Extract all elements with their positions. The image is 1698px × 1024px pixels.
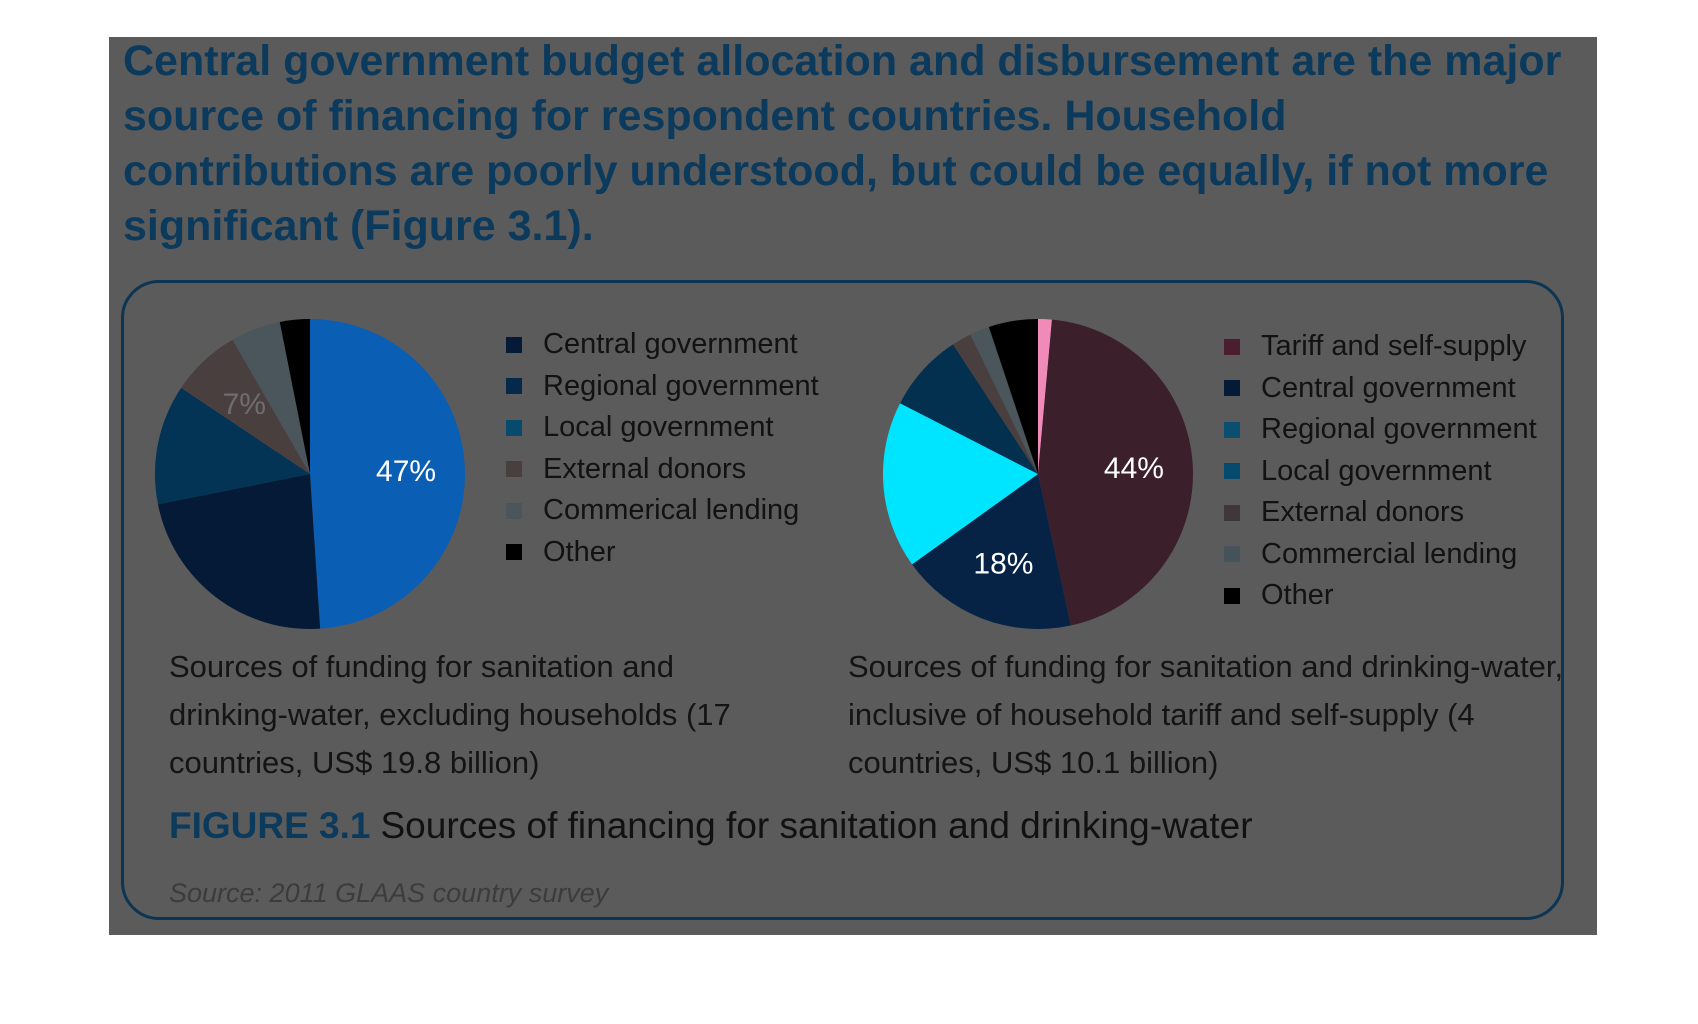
pie-slice-external-donors bbox=[952, 334, 1038, 474]
legend-swatch bbox=[1224, 421, 1240, 438]
legend-swatch bbox=[1224, 463, 1240, 480]
pie-slice-regional-government bbox=[883, 403, 1038, 565]
legend-item-other: Other bbox=[506, 532, 819, 574]
figure-title-text: Sources of financing for sanitation and … bbox=[380, 805, 1253, 846]
legend-item-commerical-lending: Commerical lending bbox=[506, 490, 819, 532]
legend-item-tariff-and-self-supply: Tariff and self-supply bbox=[1224, 326, 1537, 368]
legend-item-regional-government: Regional government bbox=[1224, 409, 1537, 451]
data-label: 44% bbox=[1104, 452, 1164, 485]
pie-slice-commerical-lending bbox=[232, 321, 310, 474]
figure-label: FIGURE 3.1 bbox=[169, 805, 371, 846]
legend-label: External donors bbox=[543, 452, 747, 485]
legend-label: Central government bbox=[543, 328, 798, 361]
legend-swatch bbox=[506, 544, 522, 561]
legend-left: Central government Regional government Loc… bbox=[506, 324, 819, 573]
figure-frame bbox=[121, 280, 1564, 920]
legend-swatch bbox=[1224, 380, 1240, 397]
pie-slice-regional-government bbox=[157, 474, 321, 629]
legend-swatch bbox=[506, 502, 522, 519]
legend-swatch bbox=[1224, 546, 1240, 563]
data-label: 47% bbox=[376, 455, 436, 488]
legend-right: Tariff and self-supply Central government… bbox=[1224, 326, 1537, 617]
caption-right: Sources of funding for sanitation and dr… bbox=[848, 649, 1564, 780]
legend-item-other: Other bbox=[1224, 575, 1537, 617]
legend-label: Tariff and self-supply bbox=[1261, 330, 1527, 363]
legend-item-regional-government: Regional government bbox=[506, 366, 819, 408]
pie-slice-local-government bbox=[900, 344, 1038, 474]
figure-title: FIGURE 3.1 Sources of financing for sanit… bbox=[169, 805, 1253, 847]
legend-item-external-donors: External donors bbox=[506, 449, 819, 491]
pie-slice-central-government bbox=[310, 319, 465, 629]
pie-slice-central-government bbox=[912, 474, 1071, 629]
legend-item-commercial-lending: Commercial lending bbox=[1224, 534, 1537, 576]
pie-slice-tariff-and-self-supply bbox=[1038, 319, 1193, 626]
caption-left: Sources of funding for sanitation and dr… bbox=[169, 649, 731, 780]
data-label: 18% bbox=[973, 548, 1033, 581]
pie-slice-other bbox=[988, 319, 1038, 474]
figure-source: Source: 2011 GLAAS country survey bbox=[169, 878, 609, 908]
legend-label: External donors bbox=[1261, 496, 1465, 529]
legend-label: Commercial lending bbox=[1261, 537, 1518, 570]
legend-item-external-donors: External donors bbox=[1224, 492, 1537, 534]
legend-label: Local government bbox=[1261, 454, 1492, 487]
legend-swatch bbox=[1224, 338, 1240, 355]
legend-label: Regional government bbox=[1261, 413, 1537, 446]
legend-label: Commerical lending bbox=[543, 494, 800, 527]
legend-label: Other bbox=[543, 535, 616, 568]
pie-chart-excluding-households: 47% 7% bbox=[155, 319, 465, 629]
legend-label: Regional government bbox=[543, 369, 819, 402]
legend-swatch bbox=[506, 461, 522, 478]
legend-label: Central government bbox=[1261, 371, 1516, 404]
pie-slice-other bbox=[279, 319, 310, 474]
headline: Central government budget allocation and… bbox=[123, 37, 1562, 250]
pie-slice-pink-segment bbox=[1038, 319, 1052, 474]
pie-chart-including-households: 44% 18% bbox=[883, 319, 1193, 629]
pie-slice-external-donors bbox=[181, 339, 310, 474]
pie-slice-commercial-lending bbox=[970, 326, 1038, 474]
legend-item-central-government: Central government bbox=[506, 324, 819, 366]
legend-swatch bbox=[506, 378, 522, 395]
legend-item-central-government: Central government bbox=[1224, 368, 1537, 410]
legend-item-local-government: Local government bbox=[506, 407, 819, 449]
legend-item-local-government: Local government bbox=[1224, 451, 1537, 493]
pie-slice-local-government bbox=[155, 387, 310, 505]
legend-swatch bbox=[506, 336, 522, 353]
legend-swatch bbox=[506, 419, 522, 436]
data-label: 7% bbox=[223, 388, 266, 421]
legend-label: Other bbox=[1261, 579, 1334, 612]
legend-swatch bbox=[1224, 587, 1240, 604]
legend-label: Local government bbox=[543, 411, 774, 444]
legend-swatch bbox=[1224, 504, 1240, 521]
